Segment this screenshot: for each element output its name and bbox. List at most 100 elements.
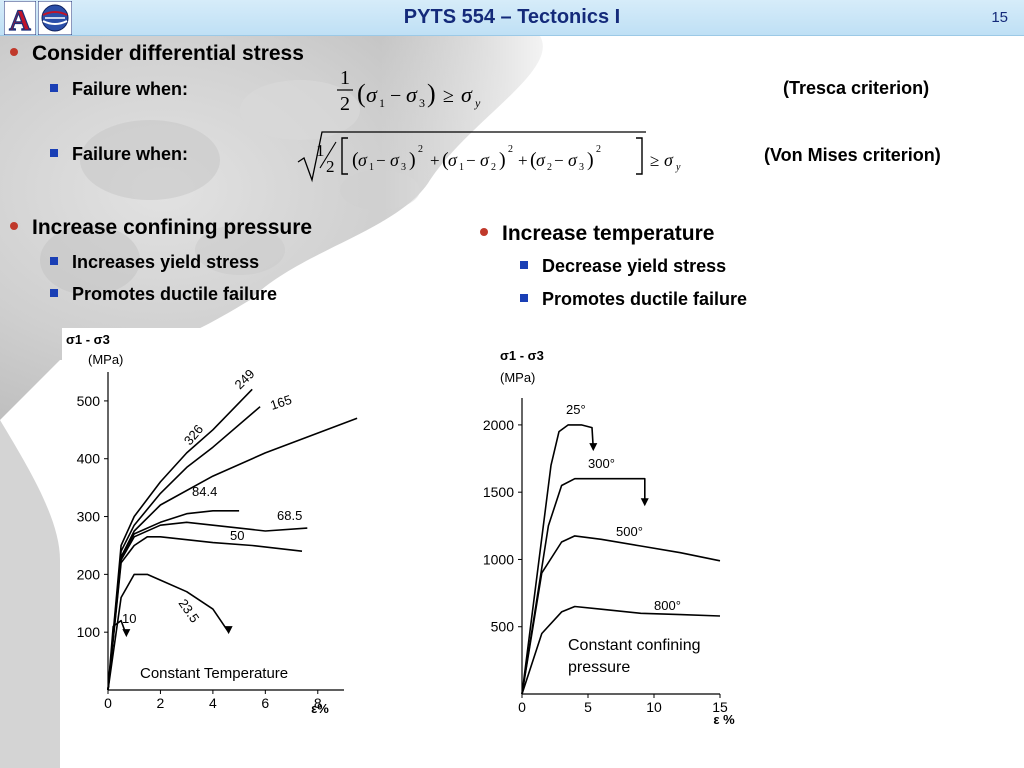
y-tick-label: 300 (77, 509, 101, 525)
x-tick-label: 2 (157, 695, 165, 711)
bullet-dot-icon (10, 48, 18, 57)
y-axis-label: σ1 - σ3 (66, 332, 110, 347)
svg-text:3: 3 (579, 162, 584, 173)
chart-annotation: Constant Temperature (140, 665, 288, 682)
svg-text:): ) (499, 149, 506, 171)
series-line (107, 388, 253, 691)
series-line (521, 424, 595, 695)
svg-text:1: 1 (369, 162, 374, 173)
svg-text:): ) (409, 149, 416, 171)
failure-arrow-icon (224, 626, 233, 635)
tresca-equation: 1 2 ( σ 1 − σ 3 ) ≥ σ y (337, 67, 481, 115)
bullet-differential-stress: Consider differential stress (10, 42, 304, 66)
series-line (107, 406, 261, 691)
svg-text:(: ( (357, 79, 366, 108)
subbullet-failure-tresca: Failure when: (50, 79, 188, 100)
series-label: 50 (230, 528, 244, 543)
svg-text:σ: σ (390, 150, 400, 170)
series-line (521, 535, 721, 695)
y-tick-label: 400 (77, 451, 101, 467)
bullet-square-icon (50, 84, 58, 93)
series-line (107, 573, 230, 691)
svg-text:1: 1 (340, 67, 350, 89)
series-label: 800° (654, 598, 681, 613)
series-label: 249 (232, 366, 258, 392)
subbullet-ductile-failure-confining: Promotes ductile failure (50, 284, 277, 305)
series-label: 500° (616, 524, 643, 539)
series-label: 300° (588, 456, 615, 471)
svg-text:2: 2 (418, 144, 423, 155)
series-line (107, 536, 303, 691)
subbullet-label: Decrease yield stress (542, 256, 727, 276)
svg-text:y: y (675, 162, 681, 173)
x-tick-label: 4 (209, 695, 217, 711)
failure-arrow-icon (640, 498, 649, 507)
subbullet-increases-yield: Increases yield stress (50, 252, 259, 273)
x-tick-label: 0 (518, 699, 526, 715)
bullet-confining-pressure: Increase confining pressure (10, 216, 312, 240)
svg-text:2: 2 (547, 162, 552, 173)
svg-text:+: + (518, 151, 528, 170)
svg-text:(: ( (352, 149, 359, 171)
x-tick-label: 8 (314, 695, 322, 711)
svg-text:1: 1 (379, 96, 385, 110)
series-label: 165 (268, 392, 293, 413)
y-tick-label: 2000 (483, 417, 514, 433)
failure-arrow-icon (589, 443, 598, 452)
y-tick-label: 1500 (483, 484, 514, 500)
subbullet-label: Failure when: (72, 144, 189, 164)
slide-title: PYTS 554 – Tectonics I (403, 6, 621, 28)
series-line (521, 605, 721, 695)
bullet-label: Increase temperature (502, 222, 715, 245)
chart-annotation: pressure (568, 659, 630, 676)
svg-text:σ: σ (568, 150, 578, 170)
svg-text:1: 1 (316, 141, 325, 160)
series-line (521, 477, 646, 695)
x-tick-label: 5 (584, 699, 592, 715)
series-line (107, 417, 358, 691)
series-line (107, 619, 128, 691)
x-tick-label: 10 (646, 699, 662, 715)
series-label: 68.5 (277, 508, 302, 523)
svg-text:σ: σ (461, 82, 473, 107)
svg-text:2: 2 (491, 162, 496, 173)
svg-text:1: 1 (459, 162, 464, 173)
svg-text:−: − (554, 151, 564, 170)
x-axis-label: ε% (311, 701, 329, 716)
subbullet-label: Failure when: (72, 79, 189, 99)
chart-constant-confining-pressure-plot: 500 1000 1500 2000 0 5 10 15 σ1 - σ3 (MPa) ε % Cons… (483, 348, 735, 727)
svg-text:−: − (376, 151, 386, 170)
svg-text:): ) (427, 79, 436, 108)
y-tick-label: 200 (77, 566, 101, 582)
vonmises-equation: 1 2 ( σ 1 − σ 3 ) 2 + ( σ 1 − σ 2 ) 2 + … (297, 131, 681, 183)
y-axis-unit: (MPa) (500, 370, 535, 385)
y-tick-label: 100 (77, 624, 101, 640)
series-label: 10 (122, 611, 136, 626)
bullet-square-icon (50, 257, 58, 266)
svg-text:): ) (587, 149, 594, 171)
vonmises-criterion-label: (Von Mises criterion) (764, 145, 941, 165)
svg-text:σ: σ (448, 150, 458, 170)
y-axis-label: σ1 - σ3 (500, 348, 544, 363)
y-tick-label: 1000 (483, 551, 514, 567)
subbullet-label: Increases yield stress (72, 252, 260, 272)
svg-text:(: ( (530, 149, 537, 171)
svg-text:3: 3 (419, 96, 425, 110)
series-label: 25° (566, 402, 586, 417)
department-logo-icon (38, 1, 72, 35)
svg-text:σ: σ (406, 82, 418, 107)
chart-constant-temperature: 100 200 300 400 500 0 2 4 6 8 σ1 - σ3 (MPa) ε% Consta… (62, 328, 362, 716)
svg-text:A: A (9, 4, 31, 35)
svg-text:σ: σ (366, 82, 378, 107)
subbullet-failure-vonmises: Failure when: (50, 144, 188, 165)
bullet-temperature: Increase temperature (480, 222, 714, 246)
tresca-criterion-label: (Tresca criterion) (783, 78, 930, 98)
svg-text:σ: σ (664, 150, 674, 170)
x-tick-label: 15 (712, 699, 728, 715)
svg-text:+: + (430, 151, 440, 170)
series-label: 23.5 (176, 596, 203, 625)
bullet-label: Increase confining pressure (32, 216, 313, 239)
svg-text:−: − (466, 151, 476, 170)
svg-text:3: 3 (401, 162, 406, 173)
svg-text:σ: σ (480, 150, 490, 170)
